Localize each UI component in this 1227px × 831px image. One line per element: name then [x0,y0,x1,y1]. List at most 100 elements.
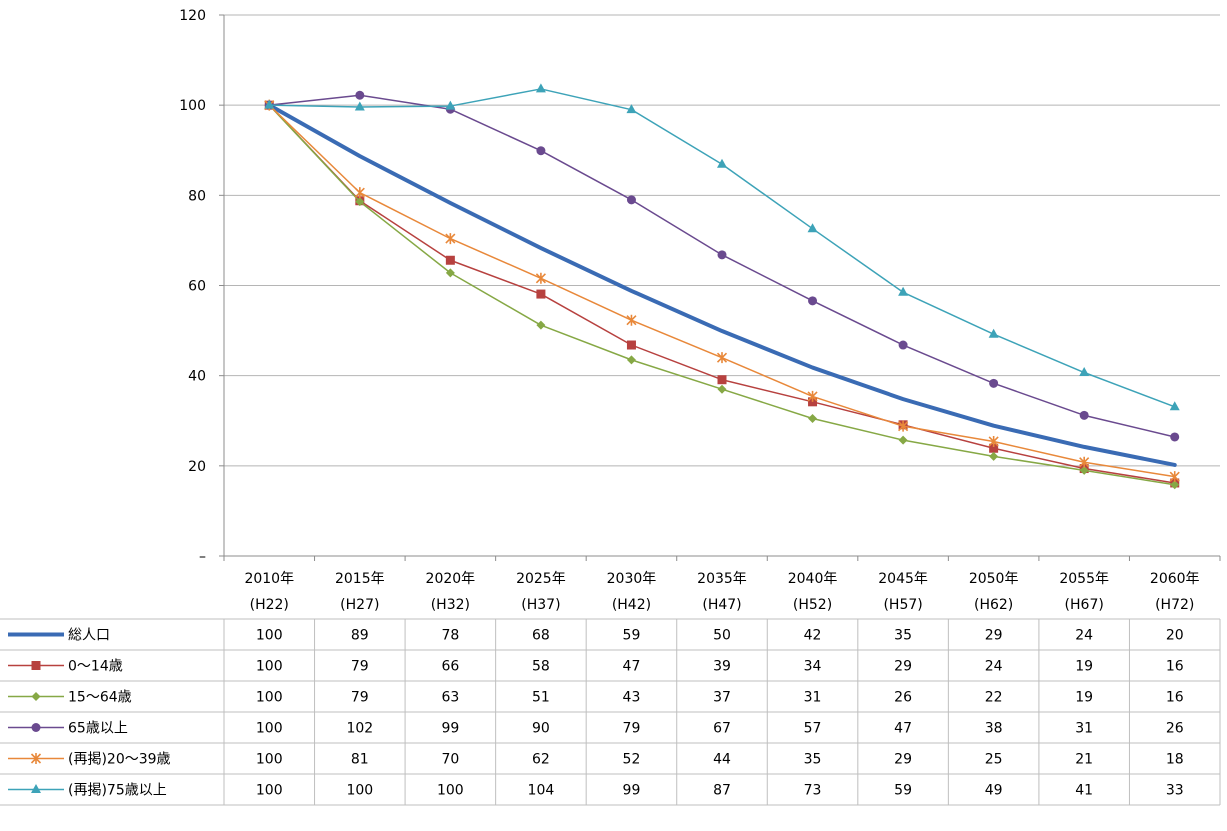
data-label: 87 [713,783,731,799]
data-label: 90 [532,721,550,737]
series-point [1169,471,1180,483]
series-point [626,355,636,365]
data-label: 31 [1075,721,1093,737]
series-point [445,255,455,265]
y-tick-label: 100 [179,98,206,114]
data-label: 26 [1166,721,1184,737]
series-point [1079,456,1090,468]
series-point [988,328,999,338]
series-point [535,83,546,93]
x-tick-label: 2060年 [1150,571,1200,587]
x-tick-label: 2045年 [878,571,928,587]
series-point [898,435,908,445]
y-tick-label: 40 [188,369,206,385]
data-label: 31 [804,690,822,706]
data-label: 100 [256,690,283,706]
series-point [536,289,546,299]
data-label: 100 [346,783,373,799]
data-label: 33 [1166,783,1184,799]
series-3 [264,90,1180,442]
series-point [30,753,42,764]
data-label: 81 [351,752,369,768]
series-0 [267,103,1177,467]
data-label: 89 [351,628,369,644]
x-tick-sublabel: (H67) [1065,597,1104,613]
legend-label: 総人口 [68,628,110,644]
series-point [807,390,818,402]
y-axis: 120 100 80 60 40 20 – [179,8,225,565]
series-point [808,296,818,306]
data-label: 37 [713,690,731,706]
legend-label: (再掲)75歳以上 [68,783,167,799]
data-label: 26 [894,690,912,706]
series-point [717,158,727,168]
series-point [535,272,546,284]
data-label: 68 [532,628,550,644]
legend-label: (再掲)20〜39歳 [68,752,171,768]
data-label: 22 [985,690,1003,706]
data-label: 29 [894,659,912,675]
data-label: 66 [441,659,459,675]
x-tick-sublabel: (H42) [612,597,651,613]
series-point [626,195,636,205]
series-point [807,223,818,233]
series-point [1170,432,1180,442]
series-point [989,451,999,461]
x-tick-sublabel: (H52) [793,597,832,613]
series-point [1079,465,1089,475]
x-tick-label: 2035年 [697,571,747,587]
data-label: 99 [441,721,459,737]
series-point [1170,480,1180,490]
data-label: 29 [894,752,912,768]
series-point [1079,410,1089,420]
x-tick-sublabel: (H37) [521,597,560,613]
data-label: 57 [804,721,822,737]
series-point [31,692,41,701]
legend-key [8,753,64,764]
data-label: 42 [804,628,822,644]
x-tick-label: 2055年 [1059,571,1109,587]
x-tick-sublabel: (H47) [702,597,741,613]
data-label: 44 [713,752,731,768]
series-point [354,187,365,199]
data-label: 100 [437,783,464,799]
data-label: 49 [985,783,1003,799]
data-label: 21 [1075,752,1093,768]
data-label: 35 [804,752,822,768]
legend-key [8,723,64,732]
y-tick-label: 20 [188,459,206,475]
series-lines [264,83,1180,490]
series-point [898,420,909,432]
series-point [626,340,636,350]
y-tick-label: 60 [188,279,206,295]
data-label: 104 [528,783,555,799]
x-tick-label: 2030年 [607,571,657,587]
data-label: 39 [713,659,731,675]
data-label: 52 [623,752,641,768]
series-point [355,90,365,100]
data-label: 24 [985,659,1003,675]
series-2 [264,100,1180,490]
data-label: 79 [351,690,369,706]
y-tick-label: – [199,549,206,565]
data-label: 79 [623,721,641,737]
data-label: 29 [985,628,1003,644]
data-label: 70 [441,752,459,768]
data-label: 62 [532,752,550,768]
data-label: 99 [623,783,641,799]
series-point [717,250,727,260]
series-point [988,435,999,447]
data-label: 102 [346,721,373,737]
series-point [1169,401,1180,411]
grid-lines [224,14,1220,467]
series-point [445,233,456,245]
legend-label: 15〜64歳 [68,690,132,706]
series-point [717,384,727,394]
y-tick-label: 80 [188,188,206,204]
series-point [808,413,818,423]
series-point [1079,367,1090,377]
data-label: 79 [351,659,369,675]
x-tick-sublabel: (H22) [250,597,289,613]
data-label: 59 [623,628,641,644]
x-tick-label: 2040年 [788,571,838,587]
